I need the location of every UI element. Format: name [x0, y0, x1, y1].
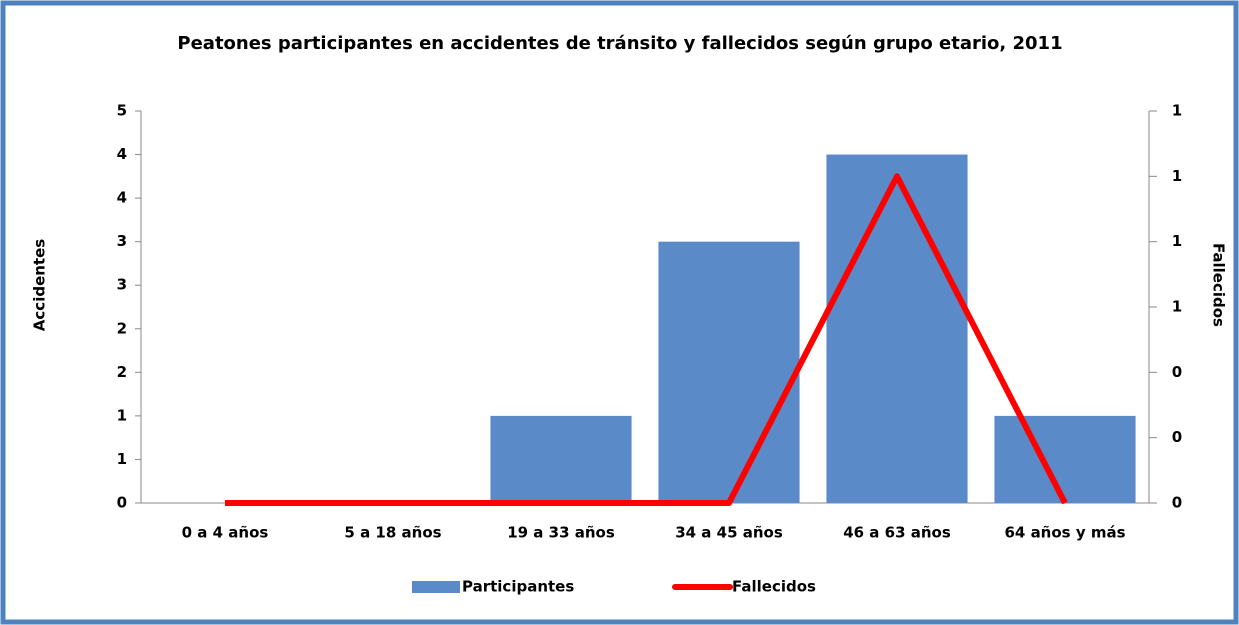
y-tick-label: 2 [117, 363, 127, 381]
legend-label: Fallecidos [732, 578, 816, 596]
bar [994, 415, 1136, 503]
y2-axis-title: Fallecidos [1210, 243, 1228, 327]
x-tick-label: 5 a 18 años [344, 524, 441, 542]
y-tick-label: 4 [117, 145, 127, 163]
y-axis-title: Accidentes [31, 239, 49, 331]
y2-tick-label: 1 [1172, 167, 1182, 185]
y-tick-label: 0 [117, 494, 127, 512]
bar [826, 154, 968, 504]
y2-tick-label: 0 [1172, 363, 1182, 381]
y2-tick-label: 1 [1172, 232, 1182, 250]
y-tick-label: 1 [117, 450, 127, 468]
x-tick-label: 19 a 33 años [507, 524, 615, 542]
bar [658, 241, 800, 503]
y2-tick-label: 1 [1172, 102, 1182, 120]
line [225, 173, 1068, 506]
y-tick-label: 1 [117, 406, 127, 424]
y-tick-label: 3 [117, 276, 127, 294]
y-tick-label: 4 [117, 189, 127, 207]
y2-tick-label: 0 [1172, 494, 1182, 512]
legend-swatch [412, 581, 460, 593]
y-tick-label: 5 [117, 102, 127, 120]
x-tick-label: 64 años y más [1004, 524, 1125, 542]
x-tick-label: 34 a 45 años [675, 524, 783, 542]
y-tick-label: 3 [117, 232, 127, 250]
legend-label: Participantes [462, 578, 574, 596]
chart-title: Peatones participantes en accidentes de … [177, 33, 1062, 54]
y-tick-label: 2 [117, 319, 127, 337]
y2-tick-label: 1 [1172, 298, 1182, 316]
x-tick-label: 46 a 63 años [843, 524, 951, 542]
bar [490, 415, 632, 503]
x-tick-label: 0 a 4 años [182, 524, 269, 542]
y2-tick-label: 0 [1172, 428, 1182, 446]
